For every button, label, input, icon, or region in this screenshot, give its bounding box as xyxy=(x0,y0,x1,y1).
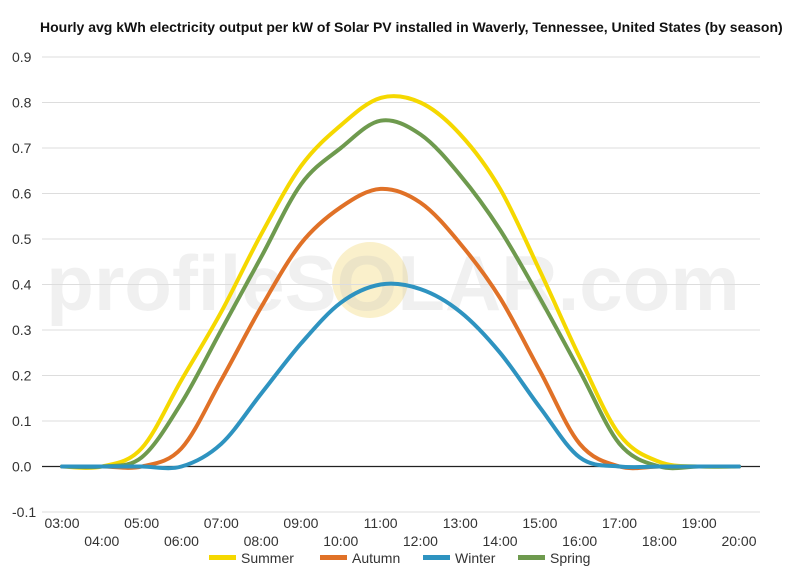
x-tick-label: 05:00 xyxy=(124,515,159,531)
x-tick-label: 11:00 xyxy=(364,515,398,531)
series-line-autumn xyxy=(60,186,741,471)
watermark-sun-icon xyxy=(332,242,408,318)
legend-swatch-autumn xyxy=(320,555,347,560)
series-line-winter xyxy=(60,281,741,471)
legend-swatch-summer xyxy=(209,555,236,560)
x-tick-label: 19:00 xyxy=(682,515,717,531)
x-tick-label: 09:00 xyxy=(283,515,318,531)
legend-label-autumn: Autumn xyxy=(352,550,400,566)
x-tick-label: 06:00 xyxy=(164,533,199,549)
legend-label-winter: Winter xyxy=(455,550,496,566)
y-tick-label: 0.2 xyxy=(12,368,32,384)
y-tick-label: 0.6 xyxy=(12,186,32,202)
legend: Summer Autumn Winter Spring xyxy=(209,550,590,566)
legend-label-spring: Spring xyxy=(550,550,590,566)
x-tick-label: 07:00 xyxy=(204,515,239,531)
x-tick-label: 03:00 xyxy=(44,515,79,531)
y-tick-label: 0.0 xyxy=(12,459,32,475)
legend-swatch-spring xyxy=(518,555,545,560)
chart-title: Hourly avg kWh electricity output per kW… xyxy=(40,19,783,35)
x-tick-label: 08:00 xyxy=(244,533,279,549)
series-line-spring xyxy=(60,118,741,471)
x-tick-label: 17:00 xyxy=(602,515,637,531)
x-tick-label: 20:00 xyxy=(721,533,756,549)
legend-label-summer: Summer xyxy=(241,550,294,566)
x-tick-label: 13:00 xyxy=(443,515,478,531)
x-tick-label: 14:00 xyxy=(483,533,518,549)
x-tick-label: 10:00 xyxy=(323,533,358,549)
y-tick-label: 0.1 xyxy=(12,413,32,429)
x-tick-label: 04:00 xyxy=(84,533,119,549)
x-tick-label: 18:00 xyxy=(642,533,677,549)
x-tick-label: 12:00 xyxy=(403,533,438,549)
y-tick-label: -0.1 xyxy=(12,504,36,520)
y-tick-label: 0.3 xyxy=(12,322,32,338)
y-tick-label: 0.4 xyxy=(12,277,32,293)
series-line-summer xyxy=(60,94,741,470)
legend-swatch-winter xyxy=(423,555,450,560)
y-axis: -0.1 0.0 0.1 0.2 0.3 0.4 0.5 0.6 0.7 0.8 0.9 xyxy=(12,49,36,520)
y-tick-label: 0.9 xyxy=(12,49,32,65)
y-tick-label: 0.7 xyxy=(12,140,32,156)
x-tick-label: 16:00 xyxy=(562,533,597,549)
y-tick-label: 0.5 xyxy=(12,231,32,247)
series-lines xyxy=(60,94,741,471)
y-tick-label: 0.8 xyxy=(12,95,32,111)
x-tick-label: 15:00 xyxy=(522,515,557,531)
